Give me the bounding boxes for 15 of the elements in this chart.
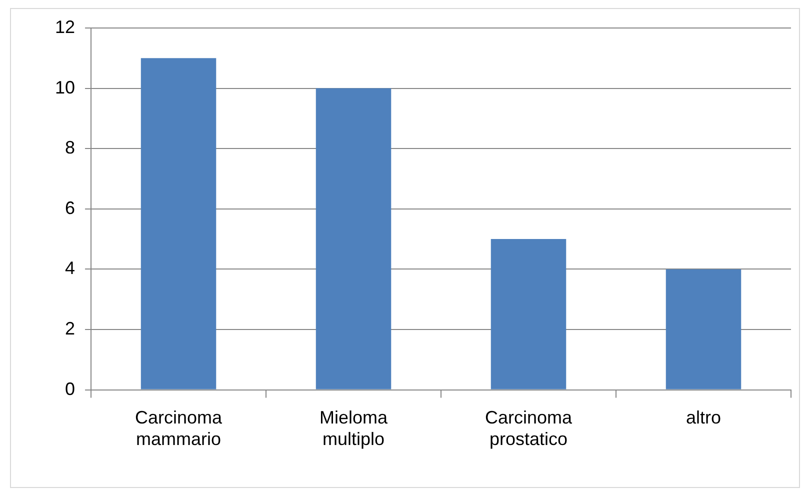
bar (490, 239, 566, 390)
y-tick-label: 0 (65, 378, 76, 399)
x-tick-label: Carcinoma prostatico (484, 408, 574, 450)
x-tick-label: Carcinoma mammario (135, 408, 224, 450)
bar (316, 88, 392, 390)
bar (666, 269, 742, 390)
y-tick-label: 8 (65, 138, 76, 158)
y-tick-label: 2 (65, 318, 76, 338)
y-tick-label: 6 (65, 198, 76, 218)
bar (140, 58, 216, 390)
y-tick-label: 12 (54, 16, 76, 37)
x-tick-label: Mieloma multiplo (320, 408, 389, 450)
x-tick-label: altro (686, 408, 722, 428)
y-tick-label: 10 (54, 77, 76, 98)
y-tick-label: 4 (65, 258, 76, 278)
